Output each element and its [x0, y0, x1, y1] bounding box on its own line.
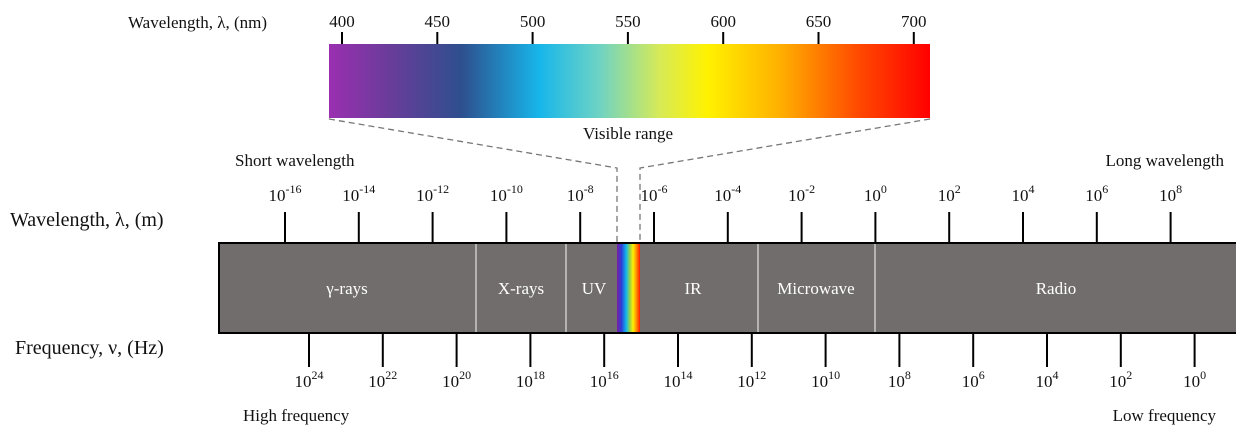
band-label-x-rays: X-rays [498, 279, 544, 298]
band-label-gamma-rays: γ-rays [325, 279, 368, 298]
zoom-line-left [328, 118, 618, 244]
spectrum-band-bar: γ-rays X-rays UV IR Microwave Radio [218, 242, 1236, 334]
visible-tick-label: 650 [806, 12, 832, 31]
wavelength-tick-label: 108 [1159, 182, 1182, 205]
band-label-uv: UV [582, 279, 607, 298]
high-frequency-label: High frequency [243, 406, 350, 425]
wavelength-tick-label: 10-16 [269, 182, 302, 205]
frequency-tick-label: 1020 [442, 368, 471, 391]
wavelength-tick-label: 104 [1012, 182, 1035, 205]
frequency-tick-label: 1024 [295, 368, 324, 391]
band-label-ir: IR [685, 279, 703, 298]
zoom-line-right [639, 118, 931, 244]
frequency-tick-label: 106 [962, 368, 985, 391]
wavelength-tick-label: 102 [938, 182, 961, 205]
visible-range-label: Visible range [583, 124, 673, 143]
visible-tick-label: 600 [710, 12, 736, 31]
long-wavelength-label: Long wavelength [1106, 151, 1225, 170]
wavelength-axis-label: Wavelength, λ, (m) [10, 209, 164, 231]
spectrum-bar-background [218, 242, 1236, 334]
frequency-tick-label: 1022 [368, 368, 397, 391]
frequency-tick-label: 1016 [590, 368, 619, 391]
visible-ticks: 400 450 500 550 600 650 700 [329, 12, 927, 44]
low-frequency-label: Low frequency [1113, 406, 1217, 425]
frequency-tick-label: 102 [1109, 368, 1132, 391]
visible-tick-label: 500 [520, 12, 546, 31]
short-wavelength-label: Short wavelength [235, 151, 355, 170]
visible-tick-label: 450 [425, 12, 451, 31]
frequency-tick-label: 104 [1036, 368, 1059, 391]
band-label-radio: Radio [1036, 279, 1077, 298]
wavelength-tick-label: 10-10 [490, 182, 523, 205]
frequency-tick-label: 1012 [737, 368, 766, 391]
frequency-tick-label: 1018 [516, 368, 545, 391]
wavelength-ticks: 10-16 10-14 10-12 10-10 10-8 10-6 10-4 10-2 100 1… [269, 182, 1182, 243]
frequency-ticks: 1024 1022 1020 1018 1016 1014 1012 1010 108 106 10… [295, 333, 1206, 391]
wavelength-tick-label: 106 [1085, 182, 1108, 205]
wavelength-tick-label: 10-8 [567, 182, 594, 205]
frequency-tick-label: 1014 [664, 368, 693, 391]
visible-tick-label: 700 [901, 12, 927, 31]
wavelength-tick-label: 100 [864, 182, 887, 205]
frequency-tick-label: 1010 [811, 368, 840, 391]
frequency-tick-label: 100 [1183, 368, 1206, 391]
visible-axis-label: Wavelength, λ, (nm) [128, 13, 267, 32]
frequency-axis-label: Frequency, ν, (Hz) [15, 337, 164, 359]
visible-rainbow-strip [617, 244, 640, 332]
wavelength-tick-label: 10-4 [714, 182, 741, 205]
visible-tick-label: 550 [615, 12, 641, 31]
visible-spectrum-gradient-bar [329, 44, 930, 118]
wavelength-tick-label: 10-2 [788, 182, 815, 205]
wavelength-tick-label: 10-6 [641, 182, 668, 205]
wavelength-tick-label: 10-12 [416, 182, 449, 205]
visible-tick-label: 400 [329, 12, 355, 31]
band-label-microwave: Microwave [777, 279, 854, 298]
wavelength-tick-label: 10-14 [342, 182, 375, 205]
frequency-tick-label: 108 [888, 368, 911, 391]
